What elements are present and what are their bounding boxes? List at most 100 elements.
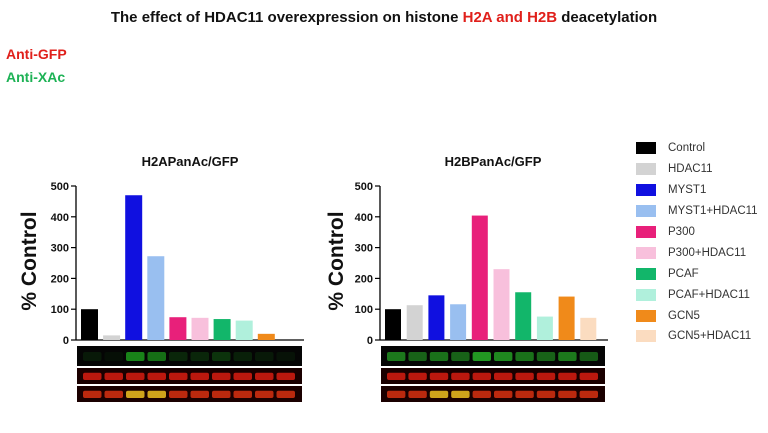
blot-band <box>233 352 252 361</box>
legend-item: PCAF+HDAC11 <box>636 284 758 305</box>
blot-band <box>387 352 406 361</box>
y-tick-label: 400 <box>51 212 69 224</box>
y-tick-label: 100 <box>51 304 69 316</box>
blot-band <box>276 352 295 361</box>
blot-band <box>472 352 491 361</box>
y-tick-label: 200 <box>355 273 373 285</box>
legend-label: MYST1+HDAC11 <box>668 205 758 218</box>
blot-band <box>126 352 145 361</box>
blot-band <box>104 352 123 361</box>
blot-band <box>536 372 556 380</box>
legend-label: Control <box>668 142 706 155</box>
legend-swatch <box>636 205 656 218</box>
blot-band <box>233 372 252 380</box>
legend-swatch <box>636 226 656 238</box>
blot-band <box>494 390 513 398</box>
legend-swatch <box>636 142 656 155</box>
blot-band <box>472 372 491 380</box>
blot-band <box>472 390 491 398</box>
legend-swatch <box>636 309 656 322</box>
figure-title: The effect of HDAC11 overexpression on h… <box>0 9 768 26</box>
blot-band <box>255 352 274 361</box>
legend-swatch <box>636 267 656 280</box>
bar-myst1 <box>125 195 143 340</box>
y-tick-label: 200 <box>51 273 69 285</box>
legend-item: P300+HDAC11 <box>636 242 758 263</box>
legend-item: MYST1 <box>636 180 758 201</box>
blot-band <box>147 372 166 380</box>
legend-swatch <box>636 163 656 176</box>
blot-band <box>579 372 598 380</box>
bar-p300-hdac11 <box>493 269 510 340</box>
legend-item: MYST1+HDAC11 <box>636 201 758 222</box>
bar-pcaf <box>213 319 231 340</box>
y-tick-label: 500 <box>355 181 373 193</box>
bar-pcaf <box>515 292 532 340</box>
blot-band <box>429 352 449 361</box>
bar-myst1-hdac11 <box>450 304 467 340</box>
anti-gfp-label: Anti-GFP <box>6 46 67 62</box>
anti-xac-label: Anti-XAc <box>6 69 66 85</box>
y-tick-label: 100 <box>355 304 373 316</box>
y-tick-label: 400 <box>355 212 373 224</box>
blot-band <box>494 352 513 361</box>
bar-gcn5 <box>257 333 275 340</box>
blot-band <box>126 372 145 380</box>
blot-band <box>126 390 145 398</box>
legend-label: GCN5 <box>668 309 700 322</box>
blot-band <box>169 352 188 361</box>
blot-band <box>451 372 470 380</box>
blot-band <box>276 390 295 398</box>
blot-band <box>558 352 577 361</box>
title-suffix: deacetylation <box>557 9 658 26</box>
legend-label: MYST1 <box>668 184 707 197</box>
y-tick-label: 500 <box>51 181 69 193</box>
blot-band <box>579 390 598 398</box>
blot-band <box>255 372 274 380</box>
blot-band <box>147 352 166 361</box>
blot-band <box>104 372 123 380</box>
legend-swatch <box>636 330 656 343</box>
blot-band <box>451 390 470 398</box>
blot-band <box>83 372 102 380</box>
bar-pcaf-hdac11 <box>235 320 253 340</box>
bar-hdac11 <box>103 335 121 340</box>
title-prefix: The effect of HDAC11 overexpression on h… <box>110 9 463 26</box>
blot-band <box>212 372 231 380</box>
title-highlight: H2A and H2B <box>462 9 558 26</box>
legend-item: GCN5 <box>636 305 758 326</box>
legend-swatch <box>636 184 656 197</box>
legend-item: Control <box>636 138 758 159</box>
y-tick-label: 0 <box>63 335 69 347</box>
blot-band <box>536 390 556 398</box>
blot-band <box>429 390 449 398</box>
legend-item: P300 <box>636 222 758 243</box>
legend-label: PCAF+HDAC11 <box>668 288 750 301</box>
blot-band <box>190 352 209 361</box>
legend-item: GCN5+HDAC11 <box>636 326 758 347</box>
bar-gcn5-hdac11 <box>580 317 597 340</box>
blot-band <box>558 372 577 380</box>
bar-p300-hdac11 <box>191 317 209 340</box>
legend-label: HDAC11 <box>668 163 713 176</box>
blot-band <box>408 372 427 380</box>
bar-myst1 <box>428 295 445 340</box>
legend-swatch <box>636 246 656 259</box>
blot-band <box>387 372 406 380</box>
legend-label: PCAF <box>668 267 699 280</box>
blot-band <box>408 352 427 361</box>
legend-swatch <box>636 288 656 301</box>
legend: Control HDAC11 MYST1 MYST1+HDAC11 P300 P300+H… <box>636 138 758 347</box>
blot-band <box>429 372 449 380</box>
blot-band <box>579 352 598 361</box>
legend-label: P300+HDAC11 <box>668 246 747 259</box>
blot-band <box>83 390 102 398</box>
blot-band <box>169 372 188 380</box>
blot-band <box>515 372 534 380</box>
blot-band <box>494 372 513 380</box>
bar-gcn5 <box>558 296 575 340</box>
blot-band <box>169 390 188 398</box>
legend-item: HDAC11 <box>636 159 758 180</box>
blot-band <box>212 390 231 398</box>
